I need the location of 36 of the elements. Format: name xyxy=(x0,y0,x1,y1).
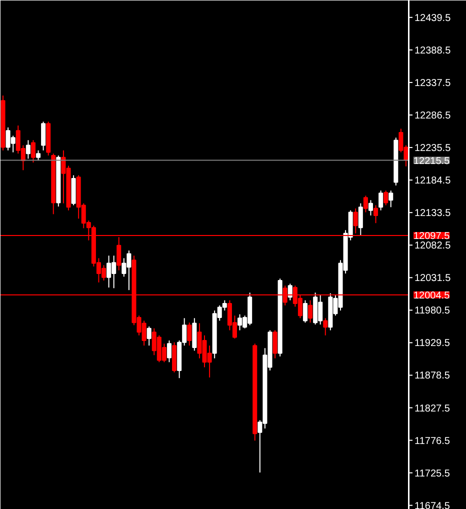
y-tick-label: 12133.5 xyxy=(414,208,452,220)
candlestick xyxy=(378,190,384,211)
y-tick-label: 11878.5 xyxy=(414,370,450,382)
y-tick-label: 11674.5 xyxy=(414,500,450,509)
candlestick xyxy=(272,330,278,359)
candlestick xyxy=(323,318,328,336)
y-tick-label: 12286.5 xyxy=(414,110,452,122)
y-tick-label: 11929.5 xyxy=(414,338,450,350)
candlestick xyxy=(146,326,152,346)
candlestick xyxy=(388,190,394,208)
candlestick xyxy=(41,121,46,151)
y-tick-label: 12082.5 xyxy=(414,240,452,252)
candlestick xyxy=(363,195,368,213)
candlestick xyxy=(373,204,378,224)
y-tick-label: 11776.5 xyxy=(414,436,450,447)
y-tick-label: 11725.5 xyxy=(414,468,450,480)
candlestick xyxy=(302,300,308,324)
candlestick xyxy=(358,202,363,236)
candlestick xyxy=(384,190,388,206)
ref-line-label: 12215.5 xyxy=(414,156,450,167)
candlestick xyxy=(308,300,313,324)
candlestick xyxy=(36,150,41,162)
y-tick-label: 12031.5 xyxy=(414,273,452,284)
y-tick-label: 12235.5 xyxy=(414,143,452,154)
y-tick-label: 12388.5 xyxy=(414,45,452,56)
y-tick-label: 11827.5 xyxy=(414,403,450,414)
candlestick xyxy=(368,200,373,216)
candlestick xyxy=(187,322,192,346)
candlestick xyxy=(288,283,292,301)
candlestick xyxy=(26,140,30,160)
y-tick-label: 12337.5 xyxy=(414,78,452,89)
y-tick-label: 12439.5 xyxy=(414,12,452,24)
y-tick-label: 12184.5 xyxy=(414,176,452,187)
y-tick-label: 11980.5 xyxy=(414,306,450,317)
candlestick xyxy=(30,140,36,164)
candlestick xyxy=(166,340,172,363)
